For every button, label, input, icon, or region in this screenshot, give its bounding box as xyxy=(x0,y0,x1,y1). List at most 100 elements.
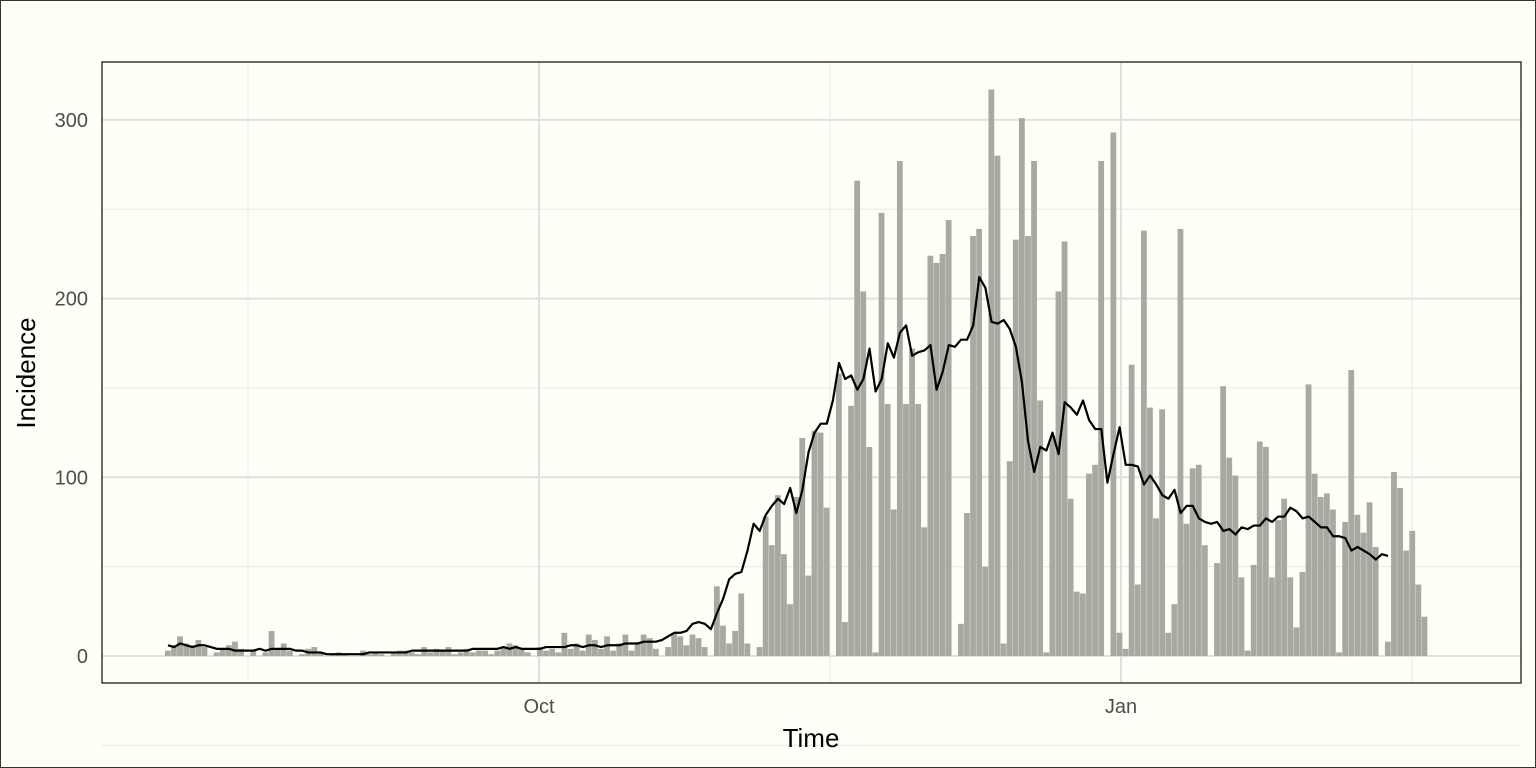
incidence-bar xyxy=(732,630,739,656)
rolling-average-series xyxy=(167,276,1389,656)
incidence-bar xyxy=(1012,239,1019,656)
incidence-bar xyxy=(1134,584,1141,656)
incidence-bar xyxy=(408,652,415,656)
incidence-bar xyxy=(427,652,434,656)
grid-lines xyxy=(102,62,1521,746)
incidence-bar xyxy=(744,643,751,656)
incidence-bar xyxy=(512,645,519,656)
incidence-bar xyxy=(433,648,440,656)
incidence-bar xyxy=(994,155,1001,656)
incidence-bar xyxy=(1323,493,1330,656)
incidence-bar xyxy=(677,636,684,656)
incidence-bar xyxy=(921,527,928,656)
incidence-bars xyxy=(164,89,1428,657)
incidence-bar xyxy=(805,575,812,656)
incidence-bar xyxy=(1391,471,1397,656)
incidence-bar xyxy=(1366,502,1373,656)
incidence-bar xyxy=(726,643,732,656)
incidence-bar xyxy=(1287,577,1294,656)
incidence-bar xyxy=(1226,457,1233,656)
incidence-bar xyxy=(1220,386,1227,656)
x-tick-labels: Oct Jan xyxy=(523,696,1137,718)
incidence-bar xyxy=(909,348,915,656)
incidence-bar xyxy=(842,622,848,656)
incidence-bar xyxy=(854,180,861,656)
incidence-bar xyxy=(195,639,202,656)
x-axis-title: Time xyxy=(783,723,840,753)
incidence-bar xyxy=(915,404,922,656)
incidence-bar xyxy=(1079,593,1086,656)
incidence-bar xyxy=(1305,384,1312,656)
incidence-bar xyxy=(1348,370,1355,656)
incidence-bar xyxy=(1214,563,1220,656)
incidence-bar xyxy=(1317,496,1324,656)
incidence-bar xyxy=(1037,400,1044,656)
incidence-bar xyxy=(378,654,385,656)
incidence-bar xyxy=(225,645,232,656)
incidence-bar xyxy=(457,652,464,656)
incidence-bar xyxy=(1384,641,1391,656)
incidence-bar xyxy=(1061,241,1068,657)
incidence-bar xyxy=(622,634,629,656)
incidence-bar xyxy=(1067,498,1074,656)
incidence-bar xyxy=(1189,468,1196,656)
incidence-bar xyxy=(610,650,617,656)
incidence-bar xyxy=(1122,648,1129,656)
incidence-bar xyxy=(811,430,818,656)
incidence-bar xyxy=(970,236,976,656)
incidence-bar xyxy=(896,161,903,656)
incidence-bar xyxy=(598,648,604,656)
incidence-bar xyxy=(878,212,885,656)
incidence-bar xyxy=(1153,518,1159,656)
incidence-bar xyxy=(262,652,269,656)
incidence-bar xyxy=(1000,643,1007,656)
incidence-bar xyxy=(665,647,671,656)
incidence-bar xyxy=(1183,523,1190,656)
incidence-bar xyxy=(201,647,208,656)
incidence-bar xyxy=(872,652,879,656)
incidence-bar xyxy=(1409,530,1416,656)
incidence-bar xyxy=(823,507,830,656)
incidence-bar xyxy=(469,652,476,656)
incidence-bar xyxy=(964,513,970,656)
incidence-bar xyxy=(1232,475,1239,656)
incidence-bar xyxy=(799,437,806,656)
incidence-bar xyxy=(616,643,623,656)
incidence-bar xyxy=(463,648,470,656)
incidence-bar xyxy=(238,648,244,656)
incidence-bar xyxy=(640,634,647,656)
incidence-bar xyxy=(774,495,781,656)
incidence-bar xyxy=(1116,632,1123,656)
incidence-bar xyxy=(591,639,598,656)
incidence-bar xyxy=(982,566,989,656)
incidence-bar xyxy=(945,219,952,656)
incidence-bar xyxy=(860,291,867,656)
incidence-bar xyxy=(1281,498,1288,656)
incidence-bar xyxy=(1397,488,1403,656)
plot-border xyxy=(101,61,1522,684)
incidence-bar xyxy=(957,623,964,656)
incidence-bar xyxy=(1269,577,1275,656)
incidence-bar xyxy=(1415,584,1422,656)
y-tick-label: 200 xyxy=(55,289,88,311)
incidence-bar xyxy=(268,630,275,656)
incidence-bar xyxy=(1177,228,1184,656)
incidence-bar xyxy=(890,509,897,656)
incidence-bar xyxy=(927,255,934,656)
incidence-bar xyxy=(439,650,446,656)
incidence-bar xyxy=(756,647,763,656)
incidence-bar xyxy=(171,645,177,656)
incidence-bar xyxy=(848,405,854,656)
panel-border xyxy=(101,61,1522,684)
incidence-bar xyxy=(1195,464,1202,656)
incidence-bar xyxy=(1086,473,1092,656)
incidence-bar xyxy=(628,650,635,656)
incidence-bar xyxy=(1055,291,1062,656)
incidence-bar xyxy=(835,373,842,656)
incidence-bar xyxy=(781,554,787,656)
incidence-bar xyxy=(518,648,525,656)
incidence-bar xyxy=(903,404,909,656)
incidence-bar xyxy=(1403,550,1410,656)
incidence-bar xyxy=(317,652,324,656)
incidence-bar xyxy=(939,253,946,656)
